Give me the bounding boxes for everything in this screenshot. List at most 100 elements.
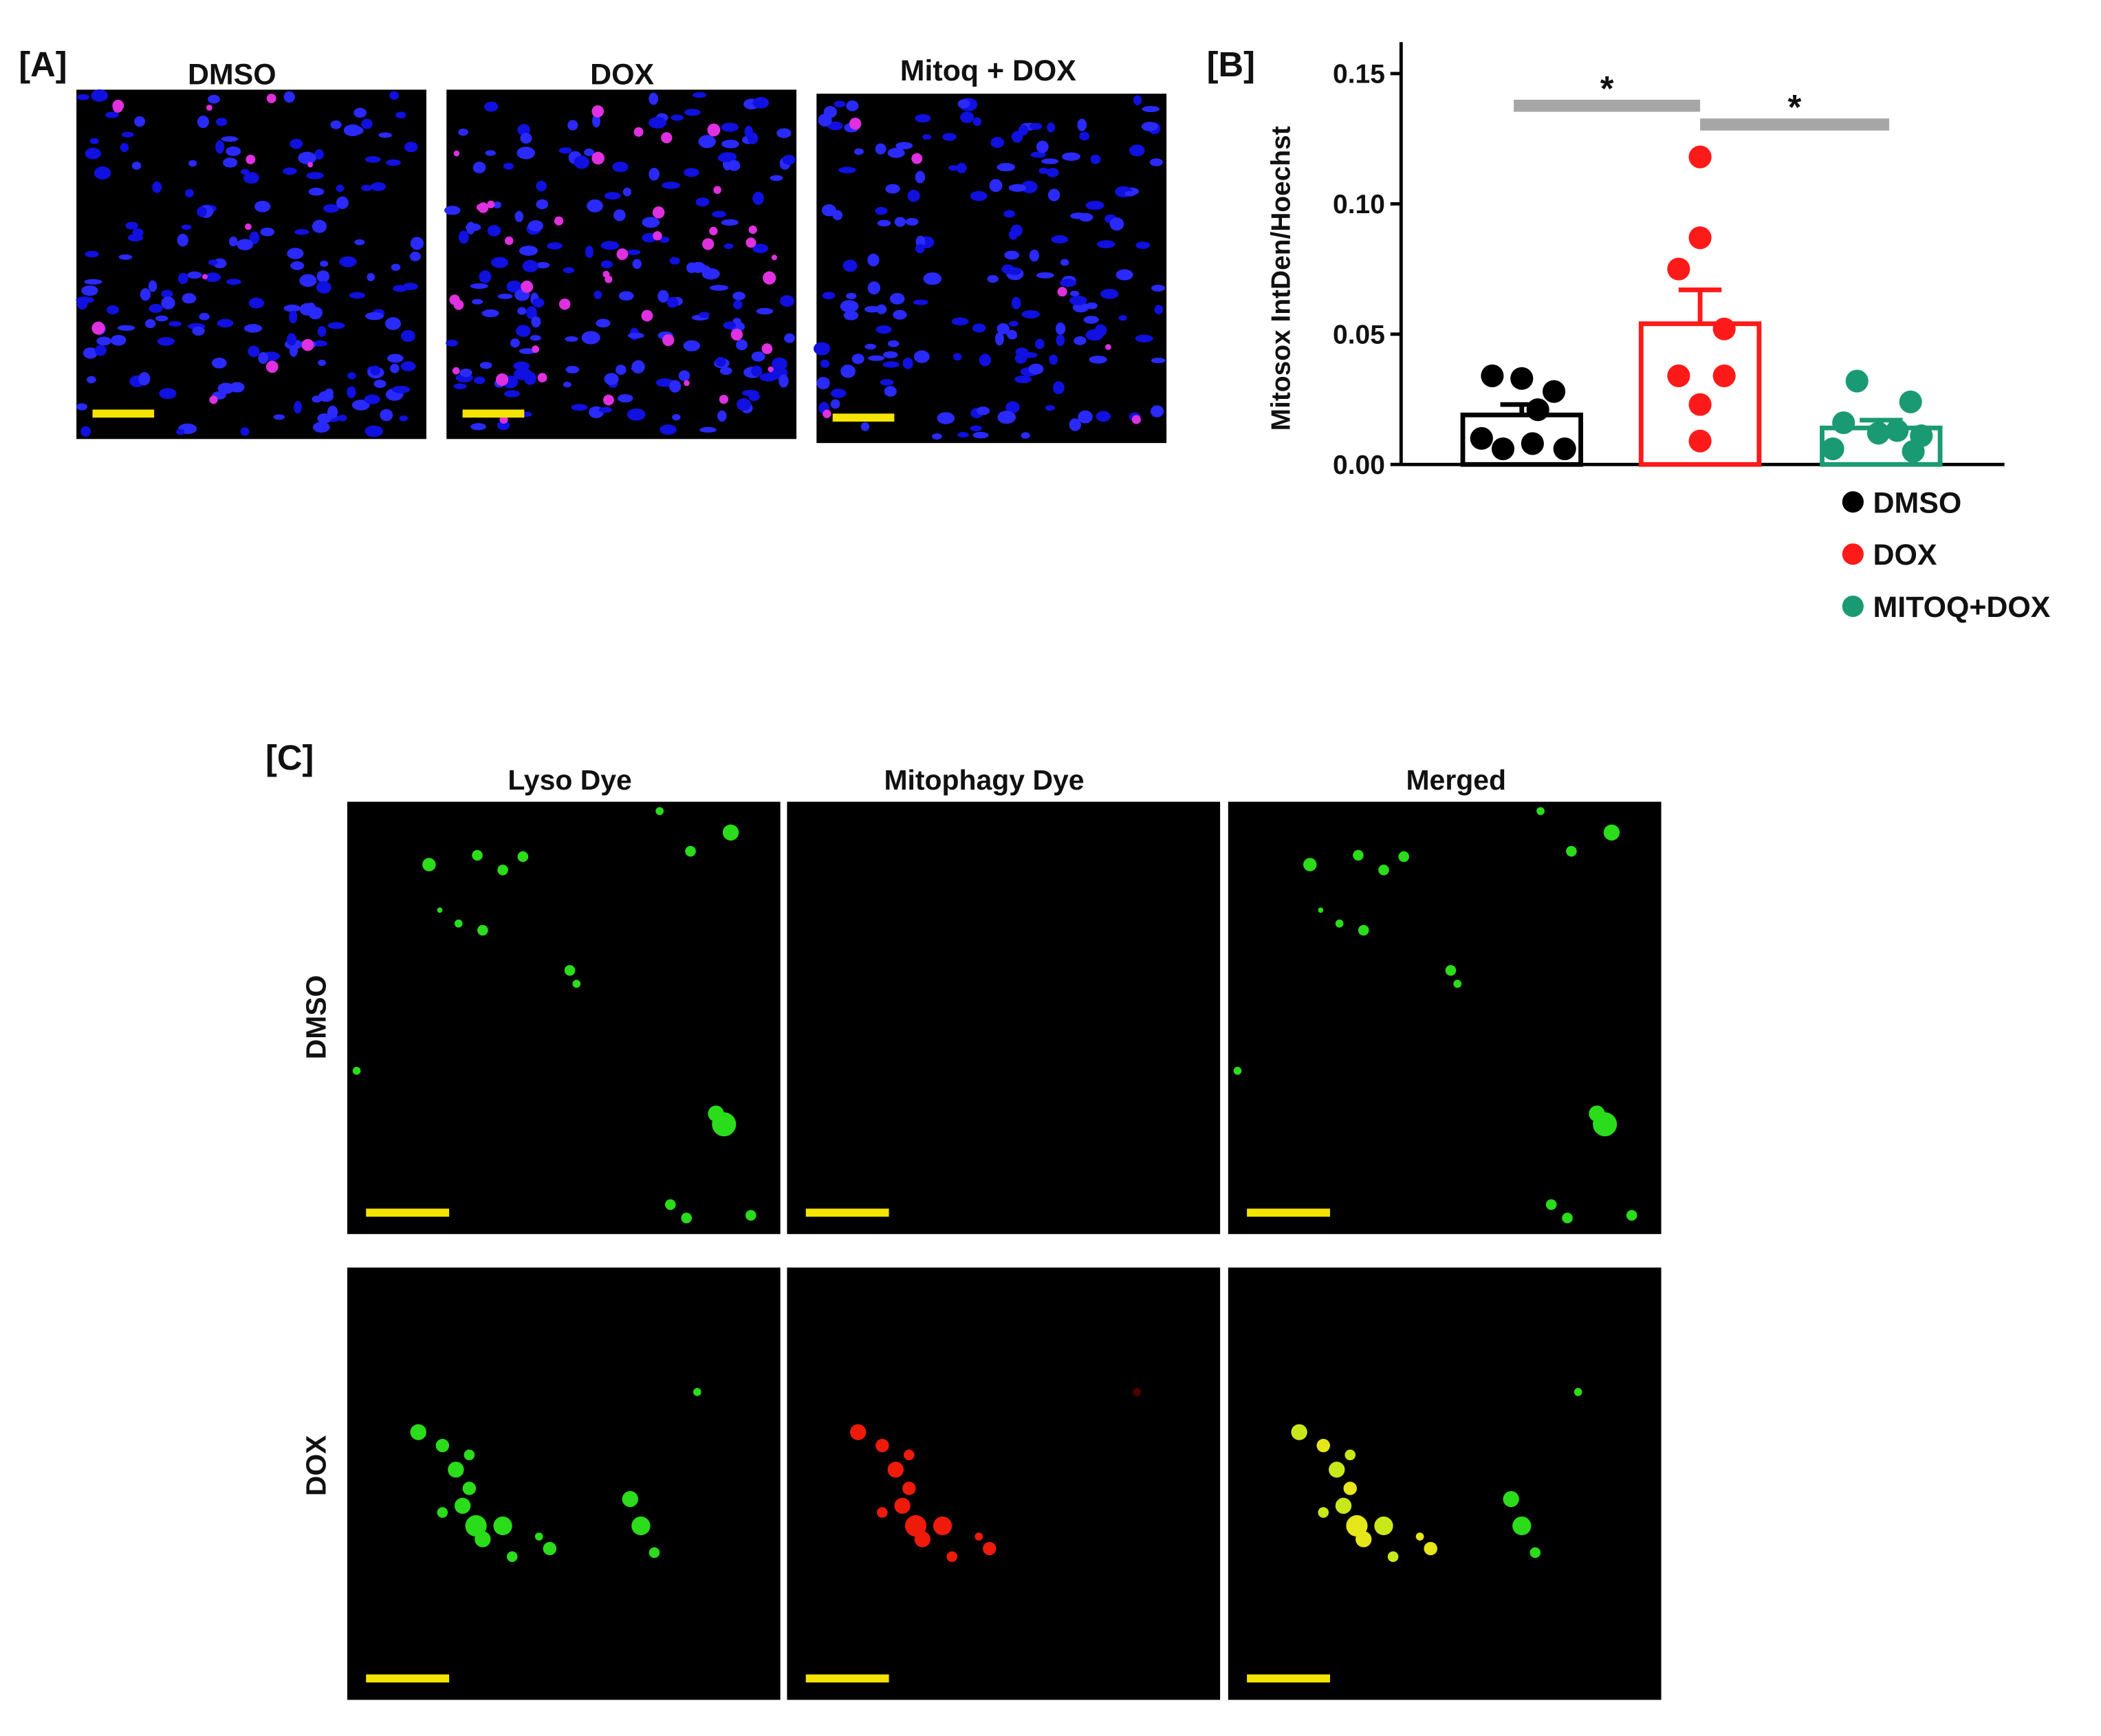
nucleus xyxy=(345,125,364,135)
nucleus xyxy=(458,128,468,136)
nucleus xyxy=(956,162,967,173)
legend-marker xyxy=(1842,595,1864,618)
nucleus xyxy=(711,210,727,218)
fluorescent-spot xyxy=(462,1482,477,1495)
nucleus xyxy=(400,361,416,371)
y-axis-title: Mitosox IntDen/Hoechst xyxy=(1266,126,1296,431)
fluorescent-spot xyxy=(448,1462,464,1478)
nucleus xyxy=(851,354,864,365)
nucleus xyxy=(600,241,620,250)
mitosox-signal xyxy=(768,366,774,373)
data-point xyxy=(1481,364,1504,387)
nucleus xyxy=(312,340,327,347)
fluorescent-spot xyxy=(681,1213,692,1224)
nucleus xyxy=(1018,124,1029,135)
fluorescent-spot xyxy=(1335,919,1344,928)
nucleus xyxy=(306,302,316,316)
data-point xyxy=(1688,429,1712,453)
nucleus xyxy=(894,217,906,227)
nucleus xyxy=(121,131,134,138)
scale-bar xyxy=(805,1208,889,1217)
fluorescent-spot xyxy=(894,1497,911,1514)
nucleus xyxy=(399,415,409,422)
nucleus xyxy=(565,336,578,342)
nucleus xyxy=(1079,131,1090,141)
nucleus xyxy=(1030,151,1047,158)
nucleus xyxy=(485,150,496,156)
nucleus xyxy=(618,291,634,301)
nucleus xyxy=(913,299,928,305)
nucleus xyxy=(80,426,91,437)
mitosox-signal xyxy=(823,409,831,418)
fluorescent-spot xyxy=(983,1541,997,1556)
nucleus xyxy=(1133,95,1142,106)
nucleus xyxy=(887,147,905,158)
nucleus xyxy=(1069,418,1081,431)
nucleus xyxy=(118,254,133,260)
fluorescent-spot xyxy=(1318,1507,1329,1518)
nucleus xyxy=(1041,158,1059,164)
nucleus xyxy=(283,91,295,103)
nucleus xyxy=(669,257,680,265)
data-point xyxy=(1470,426,1493,450)
fluorescent-spot xyxy=(693,1388,701,1396)
micrograph xyxy=(1228,1267,1662,1700)
nucleus xyxy=(662,182,680,189)
nucleus xyxy=(875,143,886,155)
nucleus xyxy=(642,217,660,228)
mitosox-signal xyxy=(209,395,218,404)
panel-label: [C] xyxy=(265,738,314,777)
nucleus xyxy=(1150,405,1164,417)
mitosox-signal xyxy=(91,321,105,335)
nucleus xyxy=(140,288,151,301)
fluorescent-spot xyxy=(564,965,576,976)
nucleus xyxy=(513,367,532,380)
data-point xyxy=(1667,257,1690,281)
nucleus xyxy=(736,339,748,351)
fluorescent-spot xyxy=(1512,1516,1532,1536)
nucleus xyxy=(536,199,549,210)
nucleus xyxy=(188,160,197,167)
nucleus xyxy=(306,172,324,180)
nucleus xyxy=(161,290,173,298)
nucleus xyxy=(1008,267,1021,276)
nucleus xyxy=(152,181,162,193)
nucleus xyxy=(1069,290,1080,296)
nucleus xyxy=(604,192,621,200)
nucleus xyxy=(1074,336,1087,345)
mitosox-signal xyxy=(206,105,213,111)
nucleus xyxy=(111,334,127,346)
fluorescent-spot xyxy=(1445,965,1457,976)
nucleus xyxy=(453,383,467,389)
fluorescent-spot xyxy=(1562,1213,1573,1224)
nucleus xyxy=(1151,284,1166,292)
nucleus xyxy=(1008,321,1019,327)
fluorescent-spot xyxy=(655,807,664,816)
nucleus xyxy=(354,239,365,246)
nucleus xyxy=(1036,272,1054,279)
nucleus xyxy=(821,204,836,217)
mitosox-signal xyxy=(452,367,460,375)
nucleus xyxy=(699,426,717,433)
mitosox-signal xyxy=(202,274,208,280)
fluorescent-spot xyxy=(1345,1449,1356,1461)
mitosox-signal xyxy=(719,394,728,404)
nucleus xyxy=(598,406,613,413)
mitosox-signal xyxy=(246,154,256,164)
nucleus xyxy=(1096,411,1111,422)
nucleus xyxy=(1049,354,1058,365)
nucleus xyxy=(298,151,316,164)
nucleus xyxy=(85,250,99,258)
nucleus xyxy=(957,432,969,438)
nucleus xyxy=(840,365,856,378)
nucleus xyxy=(1010,224,1023,237)
nucleus xyxy=(563,267,575,274)
nucleus xyxy=(1047,122,1056,133)
micrograph xyxy=(1228,801,1662,1235)
nucleus xyxy=(1085,200,1104,210)
fluorescent-spot xyxy=(1424,1541,1437,1556)
nucleus xyxy=(286,333,297,346)
nucleus xyxy=(853,148,864,155)
error-bar xyxy=(1678,287,1722,324)
